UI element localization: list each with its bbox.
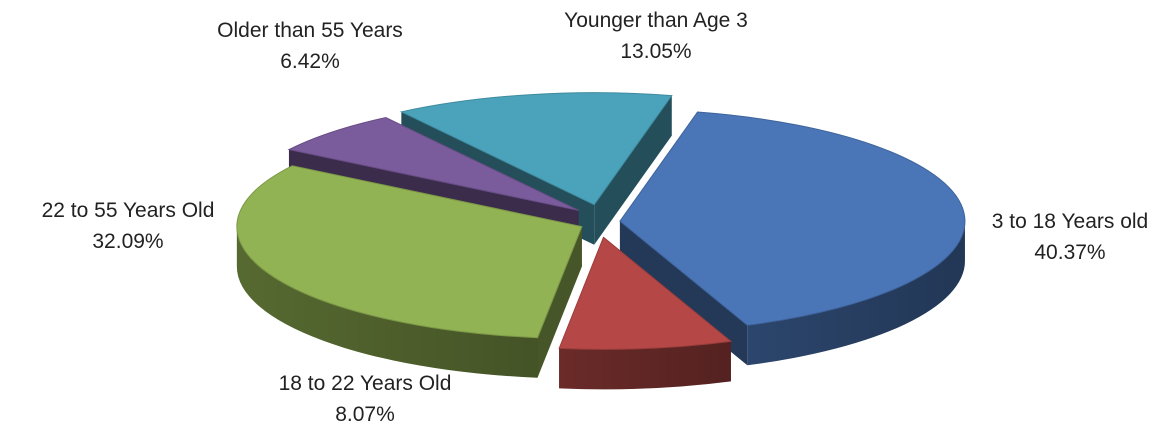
slice-category-label: 18 to 22 Years Old <box>279 372 452 395</box>
slice-value-label: 32.09% <box>92 230 163 253</box>
slice-label: Younger than Age 3 13.05% <box>564 9 748 63</box>
pie-labels: 3 to 18 Years old 40.37% 18 to 22 Years Ol… <box>42 9 1149 426</box>
slice-category-label: Younger than Age 3 <box>564 9 748 32</box>
pie-slice <box>558 236 733 390</box>
slice-label: 18 to 22 Years Old 8.07% <box>279 372 452 426</box>
slice-value-label: 6.42% <box>280 50 340 73</box>
slice-value-label: 8.07% <box>335 403 395 426</box>
slice-category-label: 3 to 18 Years old <box>992 210 1148 233</box>
slice-value-label: 40.37% <box>1034 241 1105 264</box>
slice-category-label: 22 to 55 Years Old <box>42 199 215 222</box>
slice-label: 3 to 18 Years old 40.37% <box>992 210 1148 264</box>
pie-slices <box>236 92 966 390</box>
slice-category-label: Older than 55 Years <box>217 19 403 42</box>
pie-slice <box>236 165 583 378</box>
slice-label: Older than 55 Years 6.42% <box>217 19 403 73</box>
slice-label: 22 to 55 Years Old 32.09% <box>42 199 215 253</box>
slice-value-label: 13.05% <box>620 40 691 63</box>
